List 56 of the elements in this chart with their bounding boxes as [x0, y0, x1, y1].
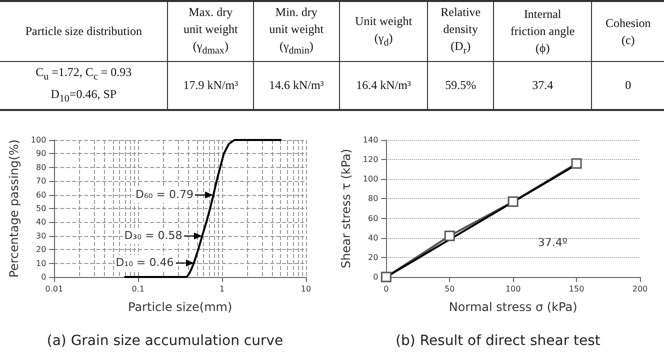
y-tick-label: 50: [36, 204, 46, 213]
y-tick-label: 140: [362, 136, 378, 144]
y-axis-title: Percentage passing(%): [7, 139, 21, 278]
x-tick-label: 150: [568, 284, 584, 294]
x-axis-title: Particle size(mm): [128, 300, 232, 314]
text: (b) Result of direct shear test: [396, 333, 601, 349]
category-label: Particle size distribution: [0, 1, 168, 62]
y-tick-label: 80: [368, 194, 378, 204]
y-tick-label: 60: [368, 214, 378, 223]
y-tick-label: 0: [41, 272, 46, 282]
y-tick-label: 40: [36, 218, 46, 227]
x-tick-label: 1: [220, 284, 225, 294]
y-tick-label: 80: [36, 162, 46, 172]
text: 37.4: [493, 62, 592, 110]
y-tick-label: 20: [36, 245, 46, 254]
y-tick-label: 0: [373, 272, 378, 282]
annotation: D₃₀ = 0.58: [123, 228, 184, 244]
y-tick-label: 20: [368, 252, 378, 262]
category-label: Cohesion (c): [592, 1, 664, 62]
y-axis-title: Shear stress τ (kPa): [339, 148, 353, 268]
category-label: Internal friction angle (ϕ): [493, 1, 592, 62]
x-tick-label: 100: [505, 284, 521, 294]
text: 16.4 kN/m³: [339, 62, 428, 110]
category-label: Max. dry unit weight (γ$_{dmax}$): [168, 1, 254, 62]
y-tick-label: 100: [30, 136, 46, 144]
x-tick-label: 0: [384, 284, 389, 294]
y-tick-label: 60: [36, 190, 46, 200]
y-tick-label: 120: [362, 155, 378, 164]
text: 59.5%: [428, 62, 494, 110]
text: (a) Grain size accumulation curve: [46, 333, 284, 349]
x-axis-title: Normal stress σ (kPa): [448, 300, 578, 314]
point: [380, 272, 392, 282]
point: [508, 196, 518, 207]
y-tick-label: 70: [36, 176, 46, 186]
annotation: D₁₀ = 0.46: [114, 255, 176, 272]
y-tick-label: 10: [36, 258, 46, 268]
point: [571, 158, 582, 169]
text: 0: [592, 62, 664, 110]
y-tick-label: 40: [368, 233, 378, 242]
y-tick-label: 30: [36, 231, 46, 240]
text: 14.6 kN/m³: [254, 62, 340, 110]
text: 17.9 kN/m³: [168, 62, 254, 110]
annotation: 37.4º: [538, 236, 568, 249]
category-label: Relative density (D$_{r}$): [428, 1, 494, 62]
point: [444, 230, 455, 242]
annotation: D₆₀ = 0.79: [134, 186, 196, 203]
y-tick-label: 90: [36, 149, 46, 158]
x-tick-label: 10: [300, 284, 312, 294]
category-label: Min. dry unit weight (γ$_{dmin}$): [254, 1, 340, 62]
x-tick-label: 0.1: [132, 284, 144, 294]
x-tick-label: 0.01: [45, 284, 64, 294]
y-tick-label: 100: [362, 174, 378, 184]
text: C$_{u}$ =1.72, C$_{c}$ = 0.93 D$_{10}$=0.46, SP: [36, 65, 132, 104]
x-tick-label: 200: [632, 284, 648, 294]
x-tick-label: 50: [444, 284, 455, 294]
category-label: Unit weight (γ$_{d}$): [339, 1, 428, 62]
